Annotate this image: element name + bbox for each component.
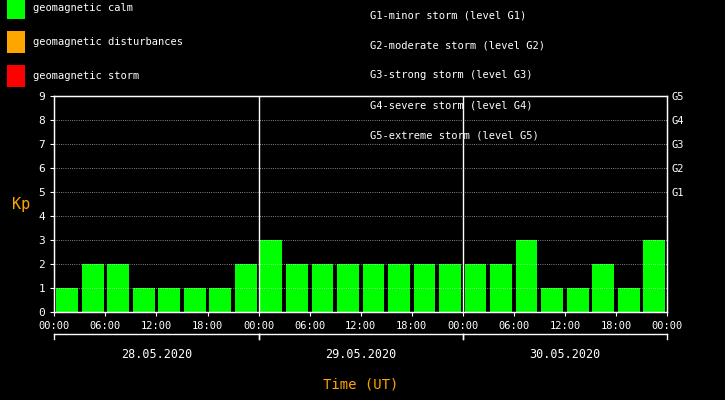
Bar: [542, 288, 563, 312]
Bar: [82, 264, 104, 312]
Bar: [643, 240, 665, 312]
Bar: [592, 264, 614, 312]
Text: geomagnetic storm: geomagnetic storm: [33, 71, 139, 81]
Bar: [465, 264, 486, 312]
Bar: [184, 288, 206, 312]
Text: 28.05.2020: 28.05.2020: [121, 348, 192, 361]
Bar: [312, 264, 334, 312]
Bar: [235, 264, 257, 312]
Text: G4-severe storm (level G4): G4-severe storm (level G4): [370, 100, 532, 110]
Text: Time (UT): Time (UT): [323, 378, 398, 392]
Bar: [490, 264, 512, 312]
Bar: [388, 264, 410, 312]
Bar: [362, 264, 384, 312]
Bar: [210, 288, 231, 312]
Text: G5-extreme storm (level G5): G5-extreme storm (level G5): [370, 130, 539, 140]
Bar: [158, 288, 180, 312]
Bar: [57, 288, 78, 312]
Bar: [414, 264, 435, 312]
Bar: [439, 264, 461, 312]
Text: 29.05.2020: 29.05.2020: [325, 348, 397, 361]
Text: G3-strong storm (level G3): G3-strong storm (level G3): [370, 70, 532, 80]
Bar: [133, 288, 154, 312]
Text: 30.05.2020: 30.05.2020: [529, 348, 600, 361]
Text: geomagnetic calm: geomagnetic calm: [33, 3, 133, 13]
Bar: [618, 288, 639, 312]
Bar: [260, 240, 282, 312]
Text: geomagnetic disturbances: geomagnetic disturbances: [33, 37, 183, 47]
Bar: [107, 264, 129, 312]
Text: Kp: Kp: [12, 196, 30, 212]
Text: G2-moderate storm (level G2): G2-moderate storm (level G2): [370, 40, 544, 50]
Bar: [567, 288, 589, 312]
Bar: [286, 264, 307, 312]
Bar: [515, 240, 537, 312]
Text: G1-minor storm (level G1): G1-minor storm (level G1): [370, 10, 526, 20]
Bar: [337, 264, 359, 312]
